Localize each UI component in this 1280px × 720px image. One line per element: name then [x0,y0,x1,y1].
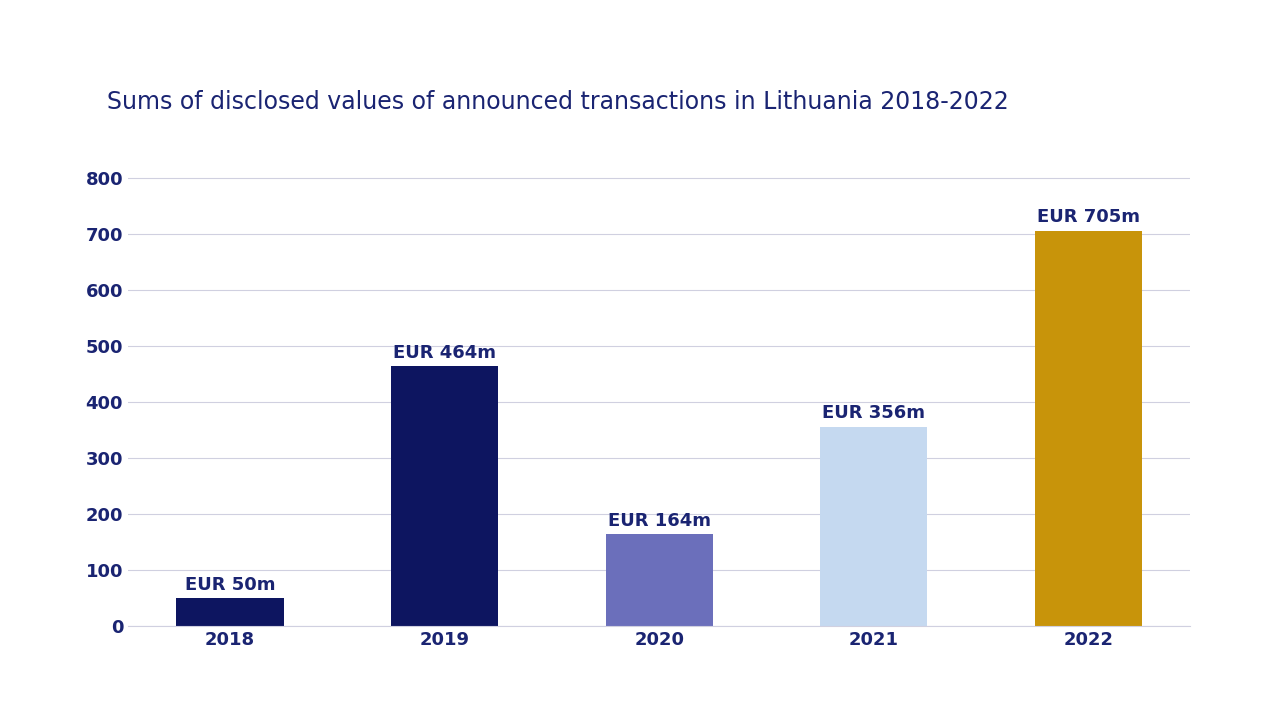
Text: Sums of disclosed values of announced transactions in Lithuania 2018-2022: Sums of disclosed values of announced tr… [106,90,1009,114]
Bar [605,534,713,626]
Text: EUR 50m: EUR 50m [184,576,275,594]
Bar [820,427,928,626]
Text: EUR 705m: EUR 705m [1037,209,1140,227]
Bar [1034,231,1142,626]
Text: EUR 356m: EUR 356m [822,404,925,422]
Bar [390,366,498,626]
Bar [177,598,284,626]
Text: EUR 464m: EUR 464m [393,343,497,361]
Text: EUR 164m: EUR 164m [608,512,710,530]
